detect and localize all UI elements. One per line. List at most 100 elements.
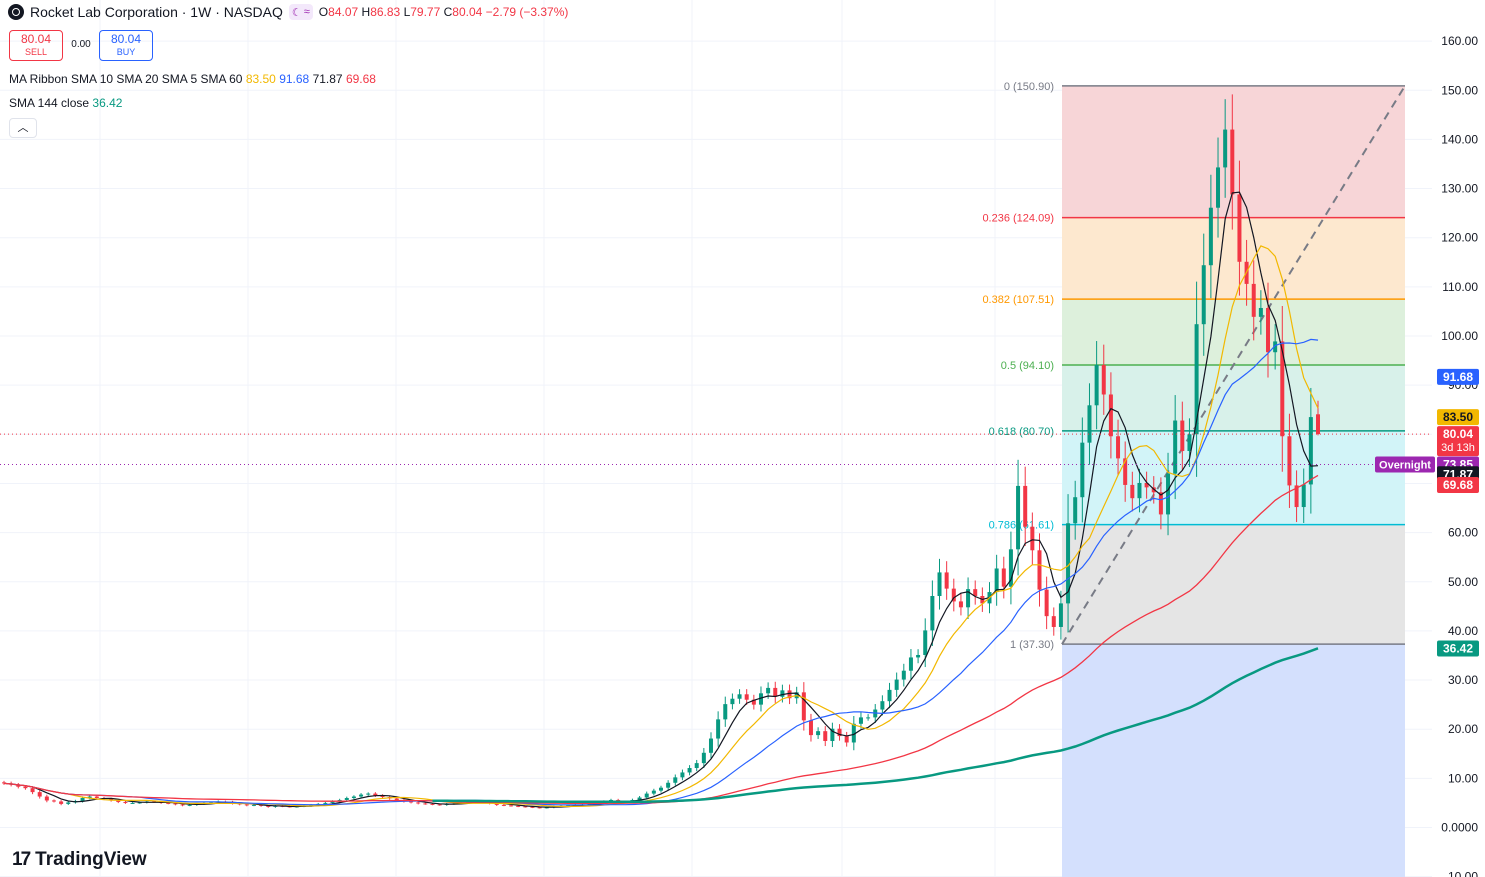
- candle-body: [87, 796, 92, 799]
- price-label-text: 69.68: [1443, 478, 1473, 492]
- candle-body: [701, 752, 706, 764]
- candle-body: [1001, 568, 1006, 587]
- candle-body: [966, 589, 971, 608]
- candle-body: [1187, 434, 1192, 452]
- tradingview-logo-icon: 17: [12, 849, 31, 870]
- price-label-bg: [1437, 368, 1479, 385]
- candle-body: [59, 801, 64, 804]
- candle-body: [266, 805, 271, 807]
- candle: [1273, 324, 1278, 370]
- candle: [737, 689, 742, 704]
- sma144-name: SMA 144 close: [9, 96, 90, 110]
- candle-body: [780, 690, 785, 697]
- change-value: −2.79 (−3.37%): [485, 5, 569, 19]
- symbol-title[interactable]: Rocket Lab Corporation · 1W · NASDAQ: [30, 4, 283, 20]
- sell-price: 80.04: [20, 32, 52, 46]
- candle-body: [373, 793, 378, 796]
- candle-body: [1008, 549, 1013, 587]
- candle-body: [1073, 497, 1078, 524]
- candle-body: [1301, 484, 1306, 508]
- candle-body: [544, 807, 549, 809]
- candle-body: [908, 657, 913, 671]
- candle: [937, 558, 942, 610]
- ma-ribbon-legend[interactable]: MA Ribbon SMA 10 SMA 20 SMA 5 SMA 60 83.…: [9, 72, 376, 86]
- candle: [37, 790, 42, 799]
- fib-zone: [1062, 430, 1405, 525]
- candle-body: [509, 805, 514, 807]
- ohlc-readout: O84.07 H86.83 L79.77 C80.04 −2.79 (−3.37…: [318, 5, 569, 19]
- session-chip[interactable]: ☾ ≈: [288, 4, 313, 20]
- symbol-logo-icon[interactable]: [8, 4, 24, 20]
- sma144-legend[interactable]: SMA 144 close 36.42: [9, 96, 122, 110]
- candle-body: [1058, 603, 1063, 627]
- candle-body: [1108, 394, 1113, 437]
- candle: [1158, 477, 1163, 530]
- sell-button[interactable]: 80.04 SELL: [9, 30, 63, 61]
- candle: [51, 799, 56, 803]
- candle-body: [80, 798, 85, 801]
- candle: [2, 780, 6, 785]
- candle: [501, 804, 506, 807]
- candle-body: [23, 786, 28, 789]
- ma-ribbon-name: MA Ribbon: [9, 72, 68, 86]
- buy-button[interactable]: 80.04 BUY: [99, 30, 153, 61]
- candle-body: [51, 800, 56, 802]
- fib-trend-line: [1061, 85, 1406, 645]
- candle: [816, 727, 821, 739]
- candle-body: [180, 804, 185, 806]
- candle: [1251, 260, 1256, 341]
- candle-body: [1037, 550, 1042, 590]
- candle-body: [1173, 420, 1178, 474]
- fib-level-label: 0 (150.90): [1004, 81, 1054, 93]
- sma5-value: 71.87: [312, 72, 343, 86]
- candle: [16, 783, 21, 789]
- candle-body: [866, 717, 871, 719]
- candle-body: [537, 807, 542, 809]
- tradingview-logo[interactable]: 17 TradingView: [12, 849, 147, 871]
- candle-body: [494, 803, 499, 805]
- candle: [830, 722, 835, 748]
- legend-collapse-button[interactable]: ︿: [9, 118, 37, 138]
- candle: [823, 726, 828, 747]
- candle: [708, 732, 713, 760]
- candle-body: [823, 731, 828, 741]
- candle-body: [944, 572, 949, 589]
- candle-body: [894, 679, 899, 690]
- fib-zone: [1062, 644, 1405, 877]
- candle-body: [380, 795, 385, 798]
- candle: [1001, 556, 1006, 599]
- candle: [694, 759, 699, 772]
- candle-body: [716, 719, 721, 739]
- candle: [1208, 174, 1213, 299]
- candle: [130, 802, 135, 804]
- candle: [1308, 387, 1313, 514]
- fib-zone: [1062, 524, 1405, 645]
- candle-body: [1258, 307, 1263, 317]
- candle: [1194, 281, 1199, 477]
- candle-body: [737, 694, 742, 699]
- candle: [1058, 590, 1063, 640]
- candle: [866, 714, 871, 721]
- candle-body: [916, 654, 921, 658]
- candle: [1216, 137, 1221, 238]
- candle-body: [680, 772, 685, 778]
- candle: [1180, 401, 1185, 470]
- candle-body: [1116, 436, 1121, 459]
- candle: [908, 649, 913, 680]
- tradingview-logo-text: TradingView: [35, 849, 147, 870]
- candle-body: [2, 782, 6, 784]
- candle: [1237, 160, 1242, 296]
- candle: [687, 765, 692, 776]
- candle-body: [773, 687, 778, 697]
- fib-zone: [1062, 364, 1405, 431]
- candle: [973, 580, 978, 605]
- candle-body: [637, 797, 642, 800]
- candle-body: [751, 699, 756, 705]
- candle-body: [858, 717, 863, 724]
- candle: [837, 724, 842, 741]
- candle: [659, 785, 663, 793]
- candle-body: [516, 805, 521, 807]
- fib-retracement: 0 (150.90) 0.236 (124.09) 0.382 (107.51) 0.…: [982, 81, 1405, 877]
